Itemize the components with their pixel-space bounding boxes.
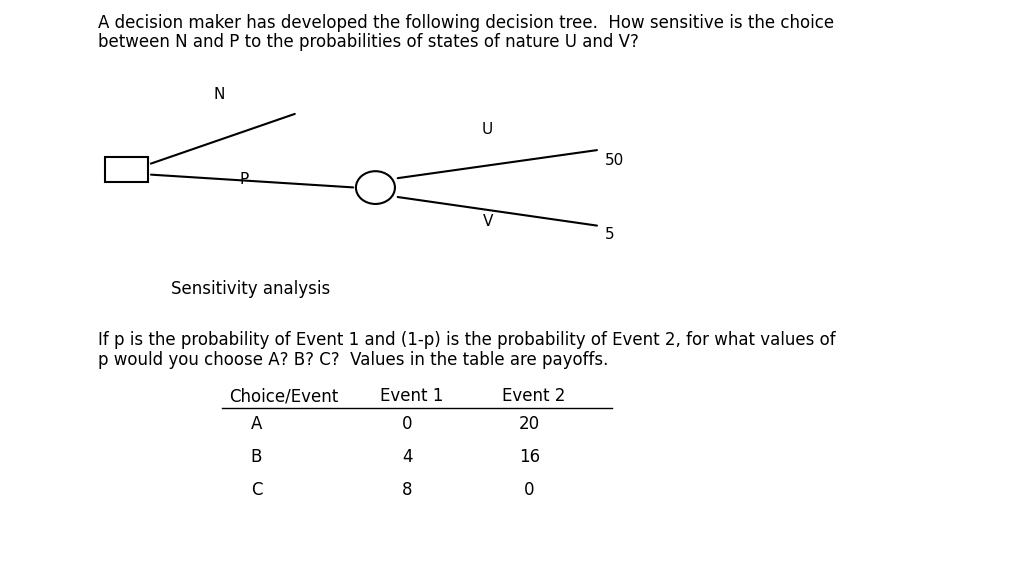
Text: 20: 20	[519, 415, 540, 433]
Text: Event 2: Event 2	[502, 387, 566, 405]
Text: 4: 4	[403, 448, 413, 466]
Text: 0: 0	[525, 481, 535, 499]
Text: P: P	[239, 172, 248, 187]
Text: Choice/Event: Choice/Event	[229, 387, 338, 405]
Text: B: B	[251, 448, 262, 466]
Text: A: A	[251, 415, 262, 433]
Ellipse shape	[356, 171, 395, 204]
Text: 8: 8	[403, 481, 413, 499]
Text: Sensitivity analysis: Sensitivity analysis	[171, 280, 330, 298]
Text: V: V	[482, 214, 492, 229]
Text: 0: 0	[403, 415, 413, 433]
Text: 5: 5	[604, 227, 614, 242]
Text: Event 1: Event 1	[380, 387, 444, 405]
Text: U: U	[482, 121, 493, 137]
Text: If p is the probability of Event 1 and (1-p) is the probability of Event 2, for : If p is the probability of Event 1 and (…	[98, 331, 835, 349]
Text: N: N	[214, 86, 225, 102]
Text: 50: 50	[604, 153, 624, 168]
Bar	[105, 157, 148, 182]
Text: A decision maker has developed the following decision tree.  How sensitive is th: A decision maker has developed the follo…	[98, 14, 833, 32]
Text: C: C	[250, 481, 262, 499]
Text: 16: 16	[519, 448, 540, 466]
Text: between N and P to the probabilities of states of nature U and V?: between N and P to the probabilities of …	[98, 33, 639, 51]
Text: p would you choose A? B? C?  Values in the table are payoffs.: p would you choose A? B? C? Values in th…	[98, 351, 607, 370]
